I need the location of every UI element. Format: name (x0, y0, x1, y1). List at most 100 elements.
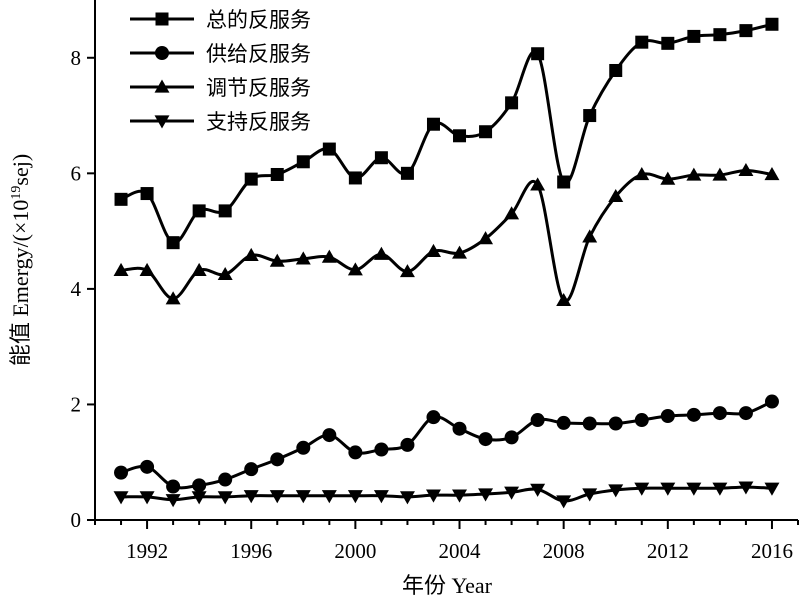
data-point-circle (348, 445, 363, 460)
data-point-triangle-down (191, 491, 207, 505)
data-point-square (348, 171, 362, 185)
data-point-square (400, 166, 414, 180)
data-point-square (244, 172, 258, 186)
data-point-triangle-down (530, 483, 546, 497)
data-point-triangle-down (165, 494, 181, 508)
y-axis-ticks: 0 2 4 6 8 (71, 46, 95, 532)
series-line (119, 485, 774, 503)
data-point-square (140, 187, 154, 201)
data-point-circle (140, 459, 155, 474)
data-point-triangle-down (347, 490, 363, 504)
data-point-square (609, 63, 623, 77)
data-point-circle (296, 440, 311, 455)
x-tick-label: 2004 (439, 539, 482, 563)
data-point-triangle-up (478, 231, 494, 245)
data-point-square (661, 36, 675, 50)
plot-axes (94, 0, 798, 521)
data-point-triangle-up (321, 249, 337, 263)
data-point-triangle-up (191, 262, 207, 277)
data-point-triangle-down (113, 491, 129, 505)
data-point-triangle-down (399, 491, 415, 505)
data-point-triangle-down (738, 481, 754, 495)
data-point-triangle-up (426, 243, 441, 257)
data-point-triangle-up (295, 251, 311, 265)
series-line (119, 168, 774, 303)
data-point-circle (686, 407, 701, 422)
data-point-square (218, 204, 232, 218)
y-tick-label: 8 (71, 46, 82, 70)
data-point-circle (608, 416, 623, 431)
x-tick-label: 2012 (647, 539, 689, 563)
legend-label: 供给反服务 (206, 42, 311, 66)
series-4 (113, 481, 780, 509)
data-point-triangle-down (660, 482, 676, 496)
data-point-triangle-up (686, 167, 702, 181)
data-point-triangle-up (373, 246, 389, 260)
data-point-triangle-up (452, 245, 467, 259)
data-point-square (765, 17, 779, 31)
x-tick-label: 1996 (230, 539, 272, 563)
data-point-triangle-down (582, 488, 598, 502)
data-point-triangle-up (634, 167, 650, 181)
data-point-triangle-up (712, 167, 728, 181)
data-point-triangle-down (295, 490, 311, 504)
data-point-square (166, 236, 180, 250)
data-point-triangle-down (139, 491, 155, 505)
data-point-circle (452, 421, 467, 436)
data-point-circle (426, 410, 441, 425)
data-point-triangle-up (139, 262, 155, 277)
data-point-triangle-up (530, 177, 546, 191)
x-tick-label: 1992 (126, 539, 168, 563)
data-point-circle (244, 462, 259, 477)
data-point-triangle-up (738, 162, 754, 177)
data-point-circle (738, 406, 753, 421)
data-point-square (322, 142, 336, 156)
data-point-triangle-down (764, 482, 780, 496)
data-point-triangle-down (217, 491, 233, 505)
data-point-circle (530, 413, 545, 428)
data-point-triangle-down (556, 495, 572, 509)
y-tick-label: 0 (71, 508, 82, 532)
data-point-triangle-up (608, 188, 624, 203)
data-point-circle (192, 478, 207, 493)
y-axis-title-superscript: 19 (9, 186, 24, 200)
y-tick-label: 6 (71, 161, 82, 185)
data-point-triangle-down (504, 486, 520, 500)
data-point-triangle-down (608, 484, 624, 498)
y-tick-label: 2 (71, 392, 82, 416)
data-point-circle (634, 413, 649, 428)
data-point-square (270, 167, 284, 181)
data-point-triangle-down (478, 488, 494, 502)
data-point-square (296, 155, 310, 169)
data-point-triangle-up (269, 253, 285, 267)
legend-marker-square (155, 12, 169, 26)
series-1 (114, 17, 779, 250)
legend-entry: 总的反服务 (130, 8, 311, 32)
data-point-square (557, 175, 571, 189)
data-point-circle (556, 415, 571, 430)
data-point-circle (660, 409, 675, 423)
data-point-square (583, 109, 597, 123)
data-point-circle (374, 442, 389, 457)
x-tick-label: 2000 (334, 539, 376, 563)
data-point-triangle-down (243, 490, 259, 504)
data-point-triangle-down (321, 490, 337, 504)
x-axis-ticks: 1992 1996 2000 2004 2008 2012 2016 (94, 520, 799, 563)
legend-marker-triangle-up (154, 79, 170, 93)
y-axis-title: 能值 Emergy/(×1019sej) (8, 154, 33, 366)
data-point-square (687, 29, 701, 43)
legend-label: 总的反服务 (206, 8, 311, 32)
data-point-triangle-up (399, 264, 415, 278)
x-tick-label: 2008 (543, 539, 585, 563)
data-point-square (114, 192, 128, 206)
data-point-triangle-up (660, 171, 676, 185)
legend-entry: 供给反服务 (130, 42, 311, 66)
data-point-circle (114, 465, 129, 480)
data-point-triangle-up (556, 292, 572, 307)
data-point-circle (764, 394, 779, 409)
data-point-triangle-down (634, 482, 650, 496)
y-axis-title-suffix: sej) (8, 154, 33, 186)
data-point-circle (218, 472, 233, 487)
